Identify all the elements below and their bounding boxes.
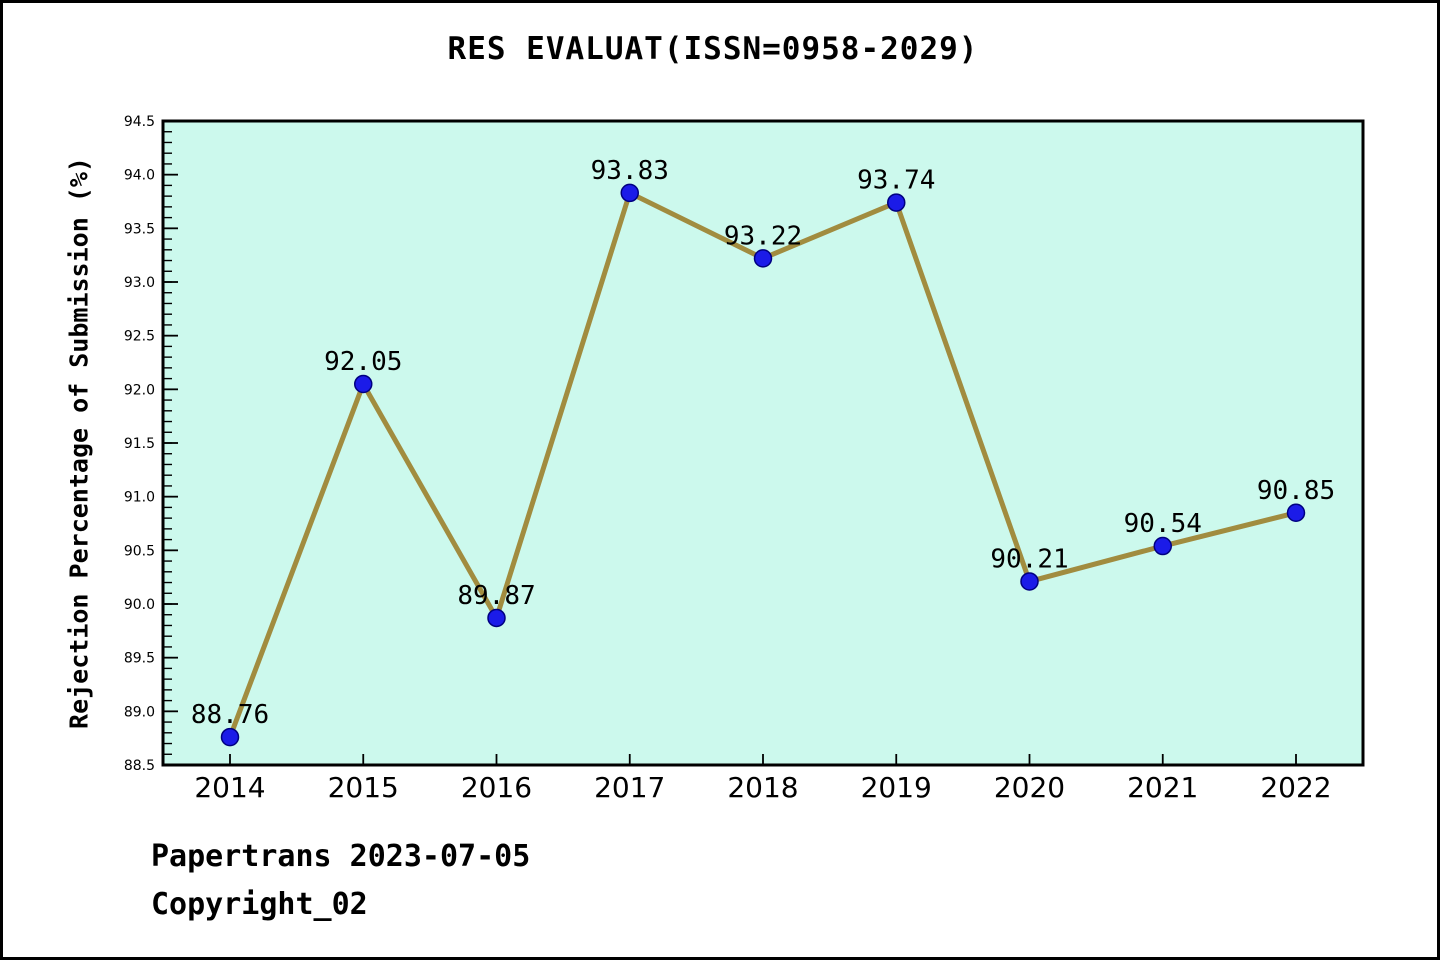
svg-text:2018: 2018 xyxy=(727,771,798,804)
svg-text:91.5: 91.5 xyxy=(124,436,155,452)
footer-source: Papertrans 2023-07-05 xyxy=(151,839,531,874)
plot-area: 88.5 89.0 89.5 90.0 90.5 91.0 91.5 92.0 92.5 93.0… xyxy=(124,114,1365,804)
svg-text:2020: 2020 xyxy=(994,771,1065,804)
data-point xyxy=(487,608,506,628)
point-label: 90.54 xyxy=(1124,509,1202,539)
svg-text:2015: 2015 xyxy=(328,771,399,804)
chart-title: RES EVALUAT(ISSN=0958-2029) xyxy=(447,31,979,67)
point-label: 93.83 xyxy=(591,156,669,186)
point-label: 92.05 xyxy=(324,347,402,377)
svg-text:2021: 2021 xyxy=(1127,771,1198,804)
svg-text:89.0: 89.0 xyxy=(124,704,155,720)
data-point xyxy=(1286,503,1306,523)
x-axis-tick-labels: 2014 2015 2016 2017 2018 2019 2020 2021 2022 xyxy=(194,771,1331,804)
svg-text:91.0: 91.0 xyxy=(124,490,155,506)
svg-text:94.0: 94.0 xyxy=(124,168,155,184)
footer-copyright: Copyright_02 xyxy=(151,887,368,922)
point-label: 93.22 xyxy=(724,221,802,251)
y-axis-tick-labels: 88.5 89.0 89.5 90.0 90.5 91.0 91.5 92.0 92.5 93.0… xyxy=(124,114,155,774)
svg-text:2016: 2016 xyxy=(461,771,532,804)
svg-text:2019: 2019 xyxy=(861,771,932,804)
svg-text:2022: 2022 xyxy=(1260,771,1331,804)
svg-text:92.5: 92.5 xyxy=(124,329,155,345)
svg-text:2017: 2017 xyxy=(594,771,665,804)
svg-text:94.5: 94.5 xyxy=(124,114,155,130)
svg-text:92.0: 92.0 xyxy=(124,382,155,398)
svg-text:93.0: 93.0 xyxy=(124,275,155,291)
data-point xyxy=(1020,572,1039,591)
data-point xyxy=(220,727,240,747)
data-point xyxy=(887,193,906,212)
svg-text:90.0: 90.0 xyxy=(124,597,155,613)
data-point xyxy=(354,374,373,394)
svg-text:89.5: 89.5 xyxy=(124,651,155,667)
point-label: 88.76 xyxy=(191,700,269,730)
data-points xyxy=(220,183,1306,747)
point-label: 93.74 xyxy=(857,166,935,196)
svg-text:2014: 2014 xyxy=(194,771,265,804)
svg-text:90.5: 90.5 xyxy=(124,543,155,559)
x-axis-ticks xyxy=(229,754,1297,764)
point-labels: 88.76 92.05 89.87 93.83 93.22 93.74 90.21 90.54… xyxy=(191,156,1335,730)
y-axis-major-ticks xyxy=(164,120,178,766)
point-label: 90.21 xyxy=(990,544,1068,574)
plot-background xyxy=(161,119,1365,767)
svg-text:93.5: 93.5 xyxy=(124,221,155,237)
data-point xyxy=(620,183,639,203)
data-point xyxy=(1153,536,1172,556)
point-label: 90.85 xyxy=(1257,476,1335,506)
data-point xyxy=(753,249,773,268)
point-label: 89.87 xyxy=(457,581,535,611)
svg-text:88.5: 88.5 xyxy=(124,758,155,774)
